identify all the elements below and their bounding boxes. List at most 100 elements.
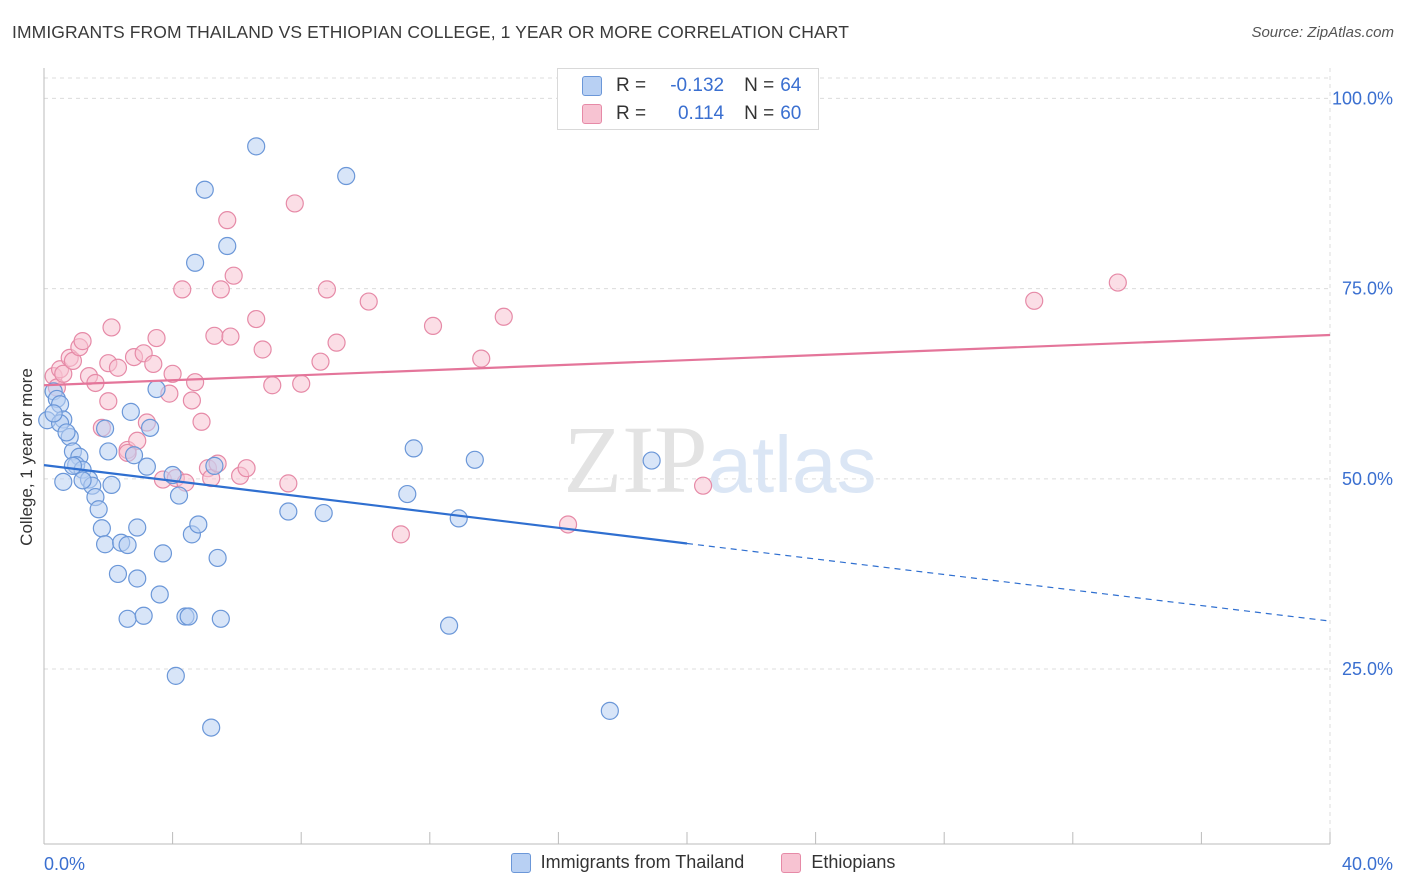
x-tick-label: 40.0% — [1342, 854, 1393, 874]
thailand-point — [73, 471, 92, 490]
thailand-point — [195, 180, 214, 199]
ethiopians-point — [54, 364, 73, 383]
ethiopians-point — [108, 358, 128, 377]
ethiopians-swatch — [582, 104, 602, 124]
thailand-point — [99, 442, 118, 461]
y-tick-label: 50.0% — [1342, 469, 1393, 489]
watermark: ZIPatlas — [564, 406, 877, 513]
thailand-point — [128, 569, 147, 588]
r-value-ethiopians: 0.114 — [677, 103, 725, 124]
ethiopians-point — [263, 376, 282, 395]
trend-layer — [43, 333, 1331, 622]
thailand-point — [102, 475, 121, 495]
thailand-point — [118, 609, 137, 628]
tick-label-layer: 25.0% 50.0% 75.0% 100.0% 0.0% 40.0% — [44, 88, 1393, 874]
thailand-point — [108, 564, 128, 584]
n-value-ethiopians: 60 — [780, 103, 802, 124]
ethiopians-point — [359, 292, 378, 311]
thailand-point — [179, 607, 198, 626]
y-tick-label: 100.0% — [1332, 88, 1393, 108]
n-label: N = — [744, 75, 775, 96]
stats-row-ethiopians: R = 0.114 N = 60 — [582, 100, 801, 128]
stats-legend-box: R = -0.132 N = 64 R = 0.114 N = 60 — [557, 68, 819, 130]
thailand-point — [118, 535, 137, 555]
legend-item-thailand[interactable]: Immigrants from Thailand — [510, 852, 745, 873]
chart-title: IMMIGRANTS FROM THAILAND VS ETHIOPIAN CO… — [12, 22, 850, 42]
thailand-point — [218, 236, 237, 256]
thailand-point — [465, 450, 484, 469]
y-tick-label: 25.0% — [1342, 659, 1393, 679]
thailand-point — [642, 451, 661, 470]
thailand-point — [398, 484, 417, 504]
bottom-legend: Immigrants from Thailand Ethiopians — [0, 852, 1406, 878]
ethiopians-point — [311, 352, 330, 371]
ethiopians-point — [253, 340, 272, 359]
thailand-point — [147, 379, 166, 399]
ethiopians-point — [693, 476, 713, 495]
ethiopians-point — [327, 333, 346, 352]
legend-label-ethiopians: Ethiopians — [811, 852, 896, 872]
ethiopians-point — [494, 307, 513, 326]
ethiopians-point — [221, 327, 240, 346]
y-axis-label: College, 1 year or more — [17, 368, 36, 546]
y-tick-label: 75.0% — [1342, 279, 1393, 299]
legend-swatch-thailand — [510, 852, 531, 873]
x-tick-label: 0.0% — [44, 854, 85, 874]
axis-layer — [43, 68, 1331, 845]
points-layer — [38, 137, 1127, 737]
r-value-thailand: -0.132 — [670, 75, 725, 96]
ethiopians-point — [211, 280, 230, 299]
ethiopians-point — [472, 349, 491, 368]
chart-source: Source: ZipAtlas.com — [1251, 24, 1394, 41]
thailand-point — [186, 253, 205, 272]
ethiopians-point — [279, 474, 298, 493]
watermark-zip: ZIP — [564, 406, 708, 513]
thailand-point — [279, 502, 298, 521]
thailand-point — [600, 701, 619, 720]
n-label: N = — [744, 103, 775, 124]
ethiopians-point — [285, 194, 304, 213]
ethiopians-point — [192, 412, 211, 431]
thailand-point — [247, 137, 266, 156]
ethiopians-point — [1025, 291, 1044, 310]
legend-swatch-ethiopians — [781, 852, 802, 873]
thailand-point — [169, 486, 189, 505]
thailand-point — [54, 472, 73, 491]
ethiopians-point — [205, 326, 224, 345]
thailand-point — [404, 439, 423, 458]
ethiopians-point — [102, 318, 121, 337]
ethiopians-trend-line — [43, 333, 1331, 387]
legend-item-ethiopians[interactable]: Ethiopians — [781, 852, 895, 873]
ethiopians-point — [423, 316, 443, 336]
thailand-point — [63, 456, 83, 475]
thailand-point — [128, 518, 147, 537]
thailand-point — [449, 509, 468, 528]
thailand-point — [150, 585, 169, 604]
thailand-trend-extension — [686, 542, 1331, 622]
ethiopians-point — [247, 309, 266, 329]
n-value-thailand: 64 — [780, 75, 802, 96]
ethiopians-point — [163, 364, 182, 383]
ethiopians-point — [99, 392, 118, 411]
ethiopians-point — [73, 332, 92, 351]
ethiopians-point — [317, 280, 337, 299]
thailand-point — [140, 418, 160, 437]
watermark-atlas: atlas — [708, 420, 877, 509]
thailand-point — [189, 515, 208, 534]
legend-label-thailand: Immigrants from Thailand — [540, 852, 745, 872]
thailand-point — [166, 666, 185, 685]
thailand-point — [137, 457, 156, 476]
thailand-point — [95, 419, 115, 438]
thailand-point — [57, 423, 76, 442]
thailand-point — [44, 404, 63, 423]
ethiopians-point — [1108, 273, 1127, 292]
thailand-swatch — [582, 76, 602, 96]
thailand-point — [211, 609, 230, 628]
thailand-point — [89, 500, 108, 519]
r-label: R = — [616, 75, 647, 96]
thailand-point — [337, 166, 356, 186]
thailand-trend-line — [43, 464, 688, 545]
ethiopians-point — [173, 280, 192, 299]
ethiopians-point — [218, 211, 237, 230]
